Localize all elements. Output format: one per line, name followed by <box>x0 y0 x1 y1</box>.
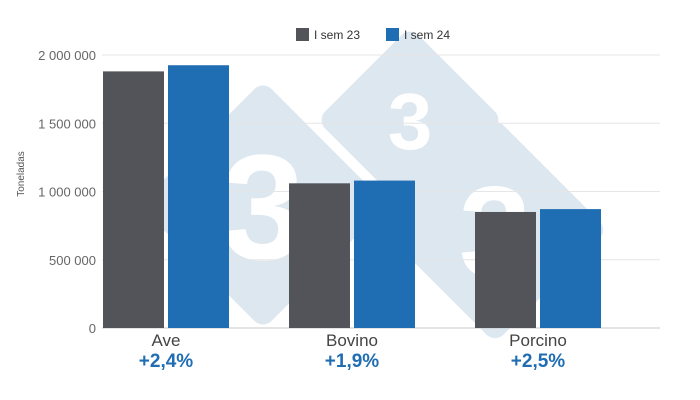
legend-item[interactable]: I sem 23 <box>296 28 360 42</box>
legend-swatch <box>386 28 399 41</box>
x-category-label: Bovino <box>326 331 378 350</box>
legend-swatch <box>296 28 309 41</box>
x-category-label: Ave <box>152 331 181 350</box>
bar-porcino-series-1[interactable] <box>475 211 536 328</box>
bar-ave-series-2[interactable] <box>168 65 229 329</box>
legend-item[interactable]: I sem 24 <box>386 28 450 42</box>
x-axis-categories: Ave+2,4% Bovino+1,9% Porcino+2,5% <box>139 331 567 372</box>
y-tick-label: 500 000 <box>49 253 96 268</box>
watermark-digit: 3 <box>388 77 433 166</box>
bar-porcino-series-2[interactable] <box>540 209 601 328</box>
bar-ave-series-1[interactable] <box>103 71 164 328</box>
y-tick-label: 1 500 000 <box>38 116 96 131</box>
legend-label: I sem 23 <box>314 28 360 42</box>
y-tick-label: 1 000 000 <box>38 185 96 200</box>
bar-bovino-series-1[interactable] <box>289 183 350 328</box>
x-category-label: Porcino <box>509 331 567 350</box>
y-tick-label: 0 <box>89 321 96 336</box>
y-tick-label: 2 000 000 <box>38 48 96 63</box>
y-axis-title: Toneladas <box>16 151 27 197</box>
bar-bovino-series-2[interactable] <box>354 180 415 328</box>
change-label: +2,4% <box>139 351 194 372</box>
legend-label: I sem 24 <box>404 28 450 42</box>
legend[interactable]: I sem 23 I sem 24 <box>296 28 450 42</box>
change-label: +2,5% <box>511 351 566 372</box>
change-label: +1,9% <box>325 351 380 372</box>
y-axis-ticks: 0 500 000 1 000 000 1 500 000 2 000 000 <box>38 48 96 336</box>
bars <box>103 65 601 329</box>
